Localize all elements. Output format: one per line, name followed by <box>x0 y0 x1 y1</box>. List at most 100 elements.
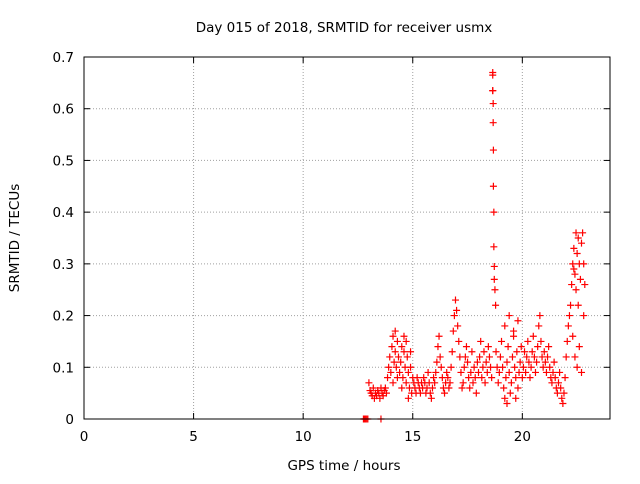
data-point <box>530 353 538 361</box>
data-point <box>576 275 584 283</box>
data-point <box>502 374 510 382</box>
data-point <box>546 363 554 371</box>
data-point <box>484 343 492 351</box>
data-point <box>534 343 542 351</box>
data-point <box>464 358 472 366</box>
data-point <box>458 384 466 392</box>
data-point <box>570 244 578 252</box>
data-point <box>407 348 415 356</box>
data-point <box>397 358 405 366</box>
data-point <box>565 312 573 320</box>
data-point <box>470 363 478 371</box>
data-point <box>443 368 451 376</box>
data-point <box>402 379 410 387</box>
x-tick-label: 20 <box>514 429 531 445</box>
data-point <box>466 384 474 392</box>
data-point <box>400 348 408 356</box>
data-point <box>524 337 532 345</box>
data-point <box>518 374 526 382</box>
data-point <box>481 379 489 387</box>
data-point <box>545 343 553 351</box>
x-tick-label: 0 <box>80 429 89 445</box>
data-point <box>482 358 490 366</box>
data-point <box>571 353 579 361</box>
data-point <box>506 389 514 397</box>
data-point <box>487 363 495 371</box>
data-point <box>573 363 581 371</box>
data-point <box>505 368 513 376</box>
data-point <box>580 312 588 320</box>
data-point <box>446 379 454 387</box>
data-point <box>389 379 397 387</box>
data-point <box>507 379 515 387</box>
data-point <box>420 374 428 382</box>
data-point <box>471 374 479 382</box>
data-point <box>490 243 498 251</box>
data-point <box>557 384 565 392</box>
data-point <box>398 384 406 392</box>
data-point <box>554 379 562 387</box>
data-point <box>553 389 561 397</box>
data-point <box>432 368 440 376</box>
data-point <box>523 353 531 361</box>
data-point <box>574 301 582 309</box>
data-point <box>575 343 583 351</box>
data-point <box>513 348 521 356</box>
data-point <box>390 358 398 366</box>
data-point <box>558 394 566 402</box>
data-point <box>483 368 491 376</box>
chart-title: Day 015 of 2018, SRMTID for receiver usm… <box>196 20 493 36</box>
data-point <box>489 182 497 190</box>
data-point <box>570 265 578 273</box>
data-point <box>382 389 390 397</box>
data-point <box>434 343 442 351</box>
data-point <box>392 363 400 371</box>
data-point <box>426 389 434 397</box>
data-point <box>431 379 439 387</box>
data-point <box>424 368 432 376</box>
data-point <box>515 368 523 376</box>
data-point <box>445 384 453 392</box>
data-point <box>512 374 520 382</box>
data-point <box>454 322 462 330</box>
data-point <box>556 368 564 376</box>
data-point <box>413 374 421 382</box>
data-point <box>581 281 589 289</box>
data-point <box>578 368 586 376</box>
data-point <box>404 394 412 402</box>
data-point <box>451 296 459 304</box>
data-point <box>436 353 444 361</box>
data-point <box>559 399 567 407</box>
data-point <box>522 368 530 376</box>
data-point <box>521 348 529 356</box>
data-point <box>396 368 404 376</box>
data-point <box>386 353 394 361</box>
data-point <box>495 368 503 376</box>
x-axis-label: GPS time / hours <box>287 458 400 474</box>
data-point <box>550 358 558 366</box>
data-point <box>485 353 493 361</box>
data-point <box>402 337 410 345</box>
data-point <box>365 379 373 387</box>
data-point <box>533 358 541 366</box>
data-point <box>381 384 389 392</box>
data-point <box>544 353 552 361</box>
data-point <box>578 239 586 247</box>
data-point <box>461 353 469 361</box>
data-point <box>472 389 480 397</box>
data-point <box>477 337 485 345</box>
data-point <box>498 337 506 345</box>
data-point <box>492 348 500 356</box>
data-point <box>469 379 477 387</box>
data-point <box>475 368 482 376</box>
data-point <box>489 71 497 79</box>
data-point <box>400 332 408 340</box>
data-point <box>387 368 395 376</box>
data-point <box>492 301 500 309</box>
data-point <box>450 312 458 320</box>
data-point <box>560 389 568 397</box>
data-point <box>444 374 452 382</box>
data-point <box>569 260 577 268</box>
